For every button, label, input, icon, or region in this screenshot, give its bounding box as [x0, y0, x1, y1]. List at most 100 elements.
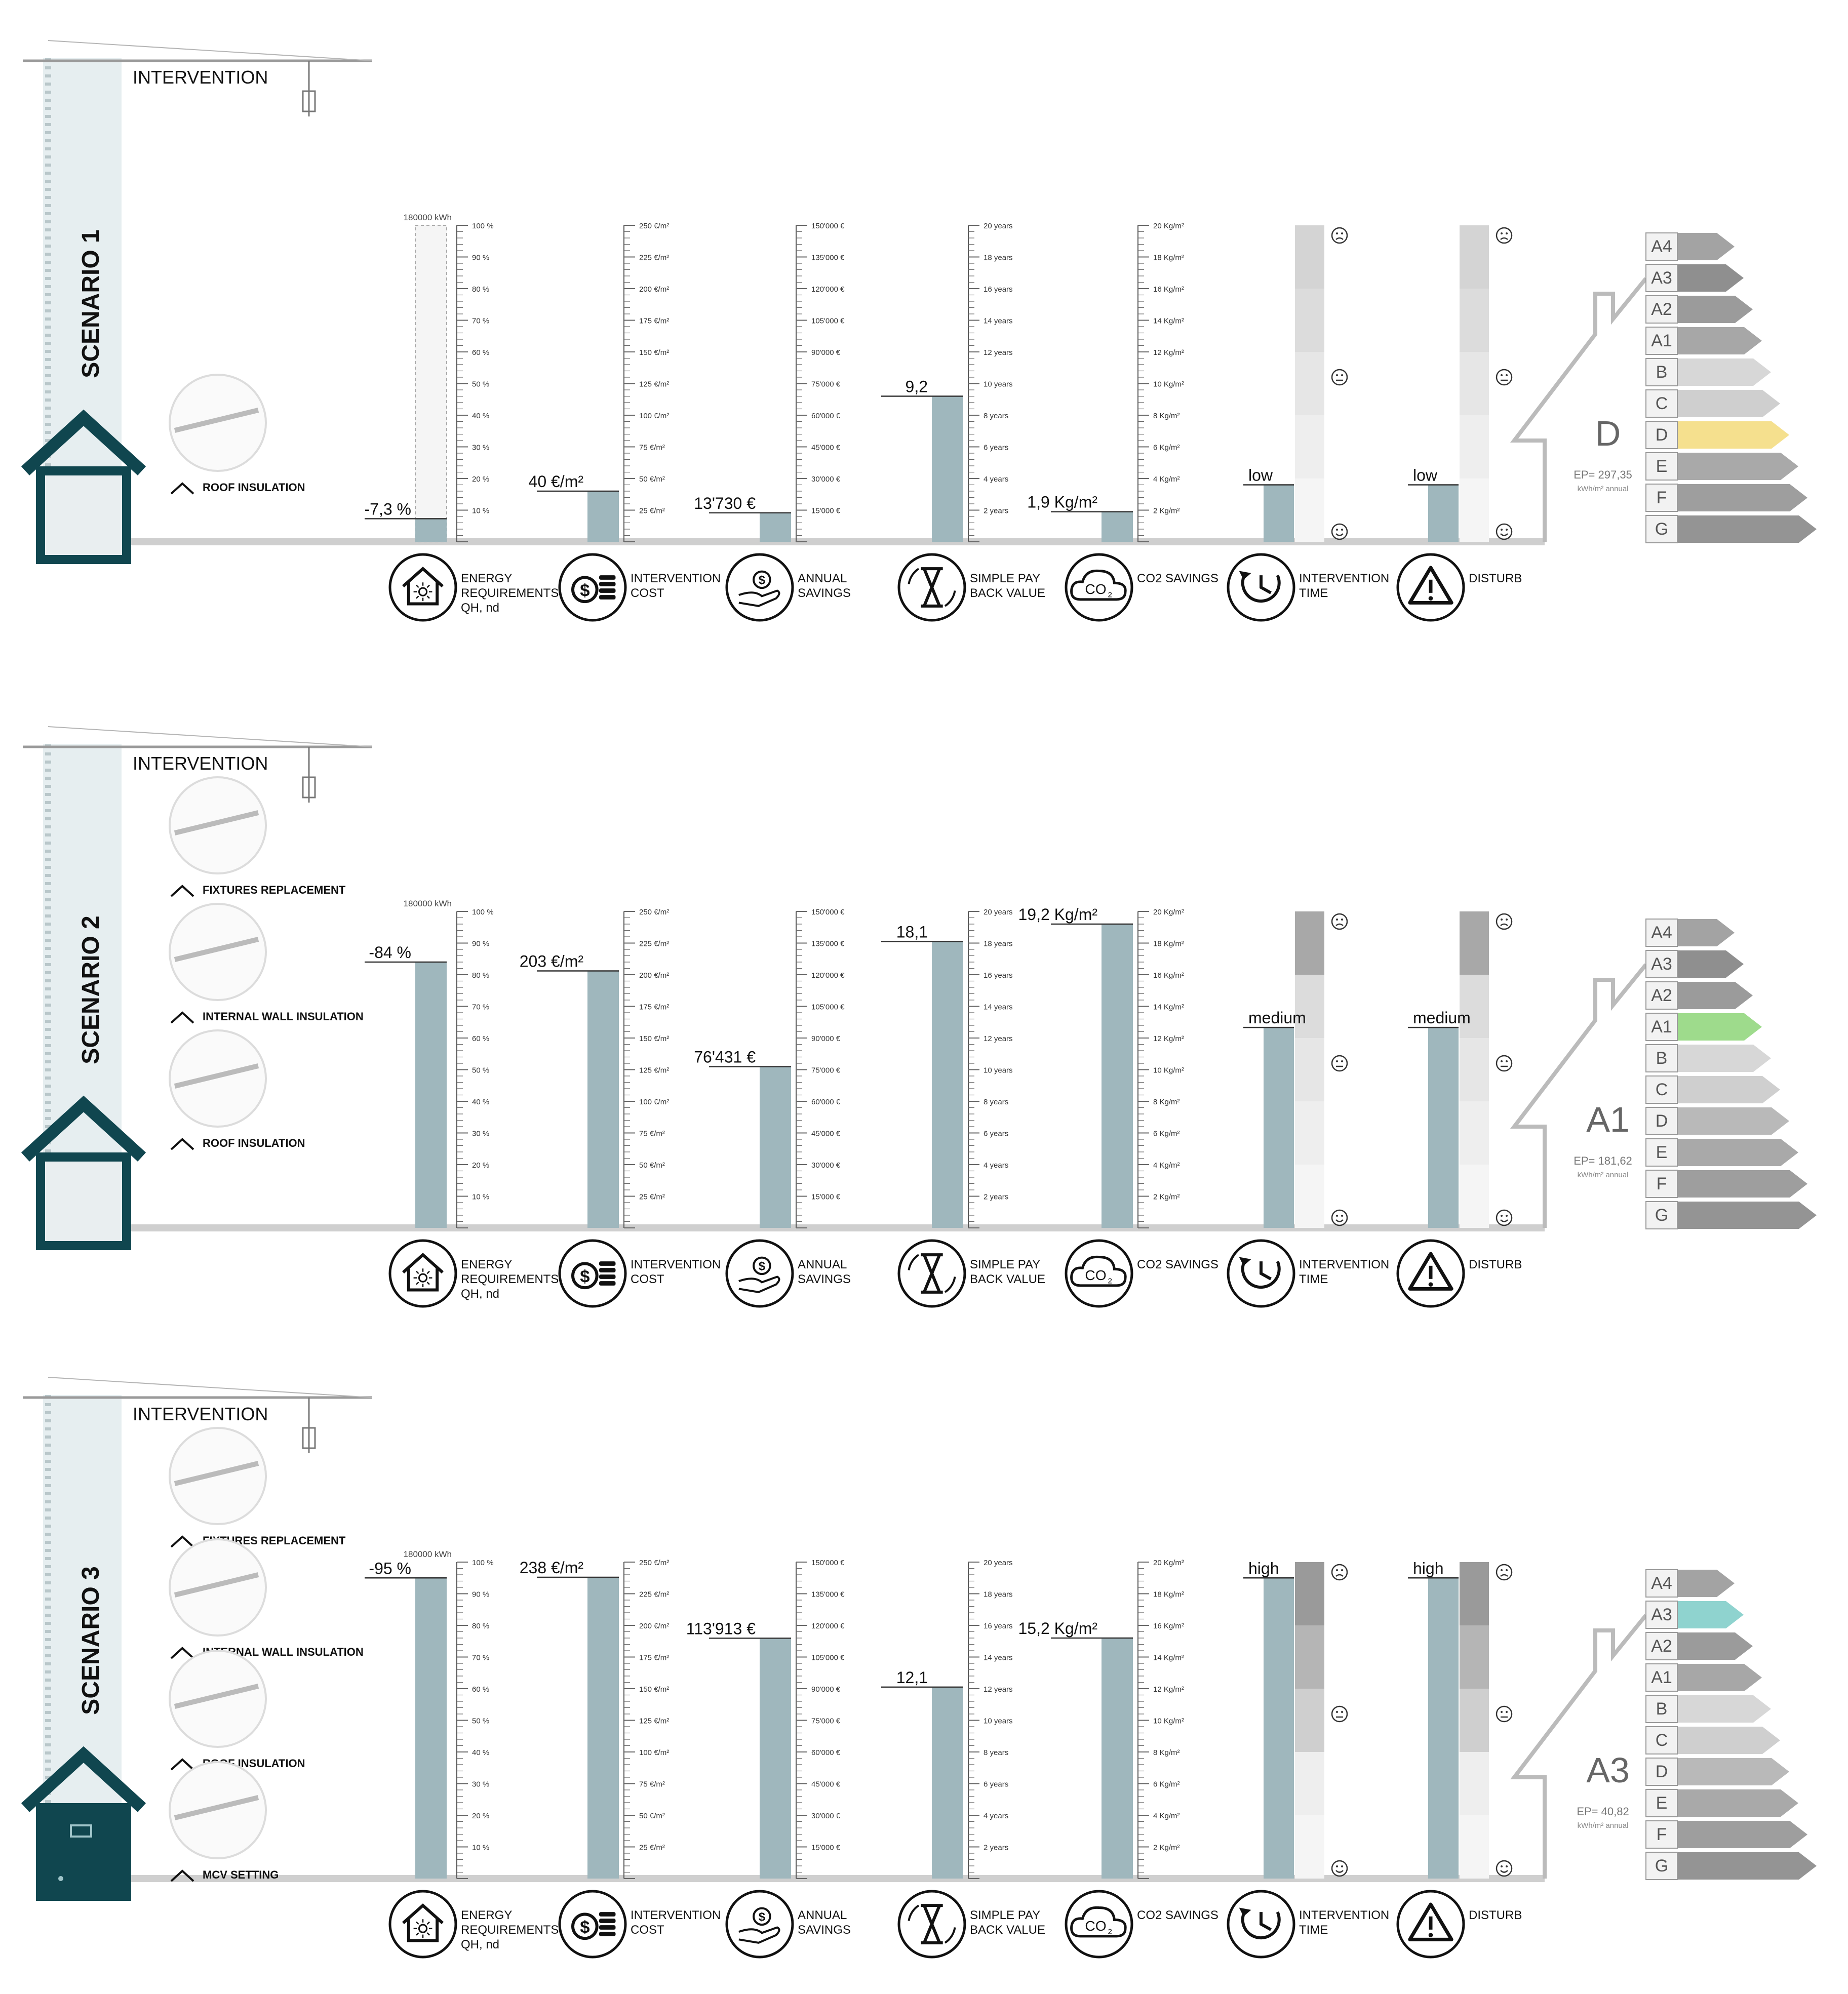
class-arrow	[1676, 1632, 1753, 1660]
sun-ray	[416, 1282, 419, 1285]
axis-tick-label: 6 years	[984, 444, 1008, 452]
axis-tick-label: 20 Kg/m²	[1153, 1559, 1184, 1567]
class-arrow	[1676, 1601, 1744, 1628]
axis-tick-label: 60 %	[472, 1685, 489, 1694]
happy-face-icon	[1496, 1209, 1513, 1226]
warning-triangle	[1408, 1252, 1453, 1291]
coin-stack	[599, 1268, 616, 1272]
kpi-label: DISTURB	[1469, 572, 1522, 585]
crane-cable	[48, 726, 373, 747]
face-eye	[1501, 1865, 1503, 1867]
axis-tick-label: 90 %	[472, 1590, 489, 1599]
energy-axis: 100 % 90 % 80 % 70 % 60 % 50 % 40 % 30 % 20 % 10 …	[404, 213, 494, 542]
axis-tick-label: 100 €/m²	[639, 1748, 669, 1757]
class-box	[1645, 1726, 1678, 1754]
axis-tick-label: 50 €/m²	[639, 1161, 665, 1170]
clock-arc	[1241, 1911, 1281, 1940]
house-roof-icon	[21, 409, 146, 475]
payback-axis: 20 years 18 years 16 years 14 years 12 years…	[968, 1559, 1013, 1879]
small-house-icon	[170, 885, 194, 897]
axis-tick-label: 8 years	[984, 1098, 1008, 1106]
house-outline	[402, 1903, 444, 1942]
sun-ray	[416, 1921, 419, 1925]
class-arrow	[1676, 1570, 1735, 1597]
level-segment	[1295, 289, 1324, 352]
clock-arrowhead	[1239, 571, 1251, 580]
time-level-scale: medium	[1243, 911, 1348, 1228]
class-box	[1645, 1601, 1678, 1629]
class-label: G	[1655, 1856, 1668, 1876]
face-eye	[1501, 1215, 1503, 1217]
class-label: B	[1656, 1049, 1668, 1068]
face-eye	[1506, 529, 1508, 531]
kpi-label: CO2 SAVINGS	[1137, 1908, 1218, 1922]
value-label: 238 €/m²	[520, 1559, 584, 1577]
axis-tick-label: 105'000 €	[811, 317, 845, 326]
class-arrow	[1676, 1852, 1817, 1880]
axis-tick-label: 80 %	[472, 1622, 489, 1630]
scenario-2: INTERVENTION SCENARIO 2 FIXTURES REPLACEME…	[21, 726, 1817, 1308]
intervention-thumbnail	[169, 1761, 267, 1859]
class-label: C	[1656, 394, 1668, 413]
axis-tick-label: 100 %	[472, 1559, 494, 1567]
clock-hands	[1260, 1912, 1272, 1931]
time-bar	[1264, 485, 1294, 542]
face-eye	[1336, 1060, 1338, 1062]
axis-tick-label: 175 €/m²	[639, 1003, 669, 1012]
axis-tick-label: 75 €/m²	[639, 1130, 665, 1138]
time-level-scale: high	[1243, 1559, 1348, 1879]
class-label: A1	[1651, 331, 1672, 350]
cost-value: 203 €/m²	[520, 952, 619, 972]
intervention-sketch	[174, 1461, 259, 1486]
co2-subscript: 2	[1108, 1928, 1112, 1936]
face-eye	[1341, 1865, 1343, 1867]
axis-tick-label: 40 %	[472, 1748, 489, 1757]
coin-stack	[599, 582, 616, 586]
disturb-level-scale: high	[1408, 1559, 1513, 1879]
value-label: 203 €/m²	[520, 952, 584, 971]
axis-tick-label: 250 €/m²	[639, 222, 669, 230]
savings-bar	[760, 1638, 791, 1879]
axis-tick-label: 20 Kg/m²	[1153, 222, 1184, 230]
coin-stack	[599, 1281, 616, 1286]
savings-axis: 150'000 € 135'000 € 120'000 € 105'000 € 90'0…	[796, 908, 845, 1228]
coin	[571, 1262, 599, 1290]
kpi-label: SIMPLE PAY	[970, 1258, 1040, 1271]
crane-hook	[302, 1427, 316, 1449]
kpi-label: REQUIREMENTS	[461, 1272, 559, 1286]
face-eye	[1336, 1569, 1338, 1571]
axis-tick-label: 200 €/m²	[639, 285, 669, 294]
axis-tick-label: 45'000 €	[811, 1780, 841, 1789]
coin-stack	[599, 595, 616, 600]
class-arrow	[1676, 1664, 1762, 1691]
axis-tick-label: 20 %	[472, 1161, 489, 1170]
axis-tick-label: 14 years	[984, 1654, 1013, 1662]
level-segment	[1295, 1752, 1324, 1815]
class-arrow	[1676, 390, 1780, 417]
axis-tick-label: 100 %	[472, 222, 494, 230]
axis-tick-label: 75 €/m²	[639, 444, 665, 452]
savings-value: 13'730 €	[694, 494, 791, 514]
axis-tick-label: 14 Kg/m²	[1153, 317, 1184, 326]
neutral-face-icon	[1331, 1705, 1348, 1723]
level-segment	[1295, 225, 1324, 289]
class-box	[1645, 327, 1678, 355]
level-segment	[1460, 975, 1489, 1038]
clock-icon	[1227, 1239, 1295, 1308]
coin-stack	[599, 1912, 616, 1917]
face-ring	[1331, 1055, 1348, 1072]
warning-triangle	[1408, 566, 1453, 605]
scenario-pillar	[43, 58, 122, 542]
axis-tick-label: 20 %	[472, 1812, 489, 1820]
axis-tick-label: 18 years	[984, 1590, 1013, 1599]
face-ring	[1331, 227, 1348, 244]
co2-bar	[1102, 511, 1133, 542]
ep-value: EP= 297,35	[1574, 468, 1632, 481]
axis-tick-label: 30'000 €	[811, 475, 841, 484]
intervention-sketch	[174, 1572, 259, 1598]
class-arrow	[1676, 919, 1735, 946]
class-label: A2	[1651, 300, 1672, 319]
kpi-label: ANNUAL	[798, 572, 847, 585]
cloud-outline	[1070, 1255, 1127, 1287]
co2-value: 1,9 Kg/m²	[1027, 493, 1133, 512]
